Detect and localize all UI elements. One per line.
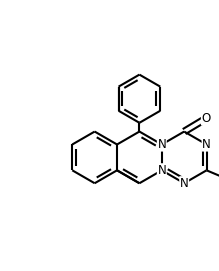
Text: N: N <box>180 177 189 190</box>
Text: N: N <box>157 164 166 177</box>
Text: N: N <box>157 138 166 151</box>
Text: O: O <box>201 112 211 125</box>
Text: N: N <box>202 138 211 151</box>
